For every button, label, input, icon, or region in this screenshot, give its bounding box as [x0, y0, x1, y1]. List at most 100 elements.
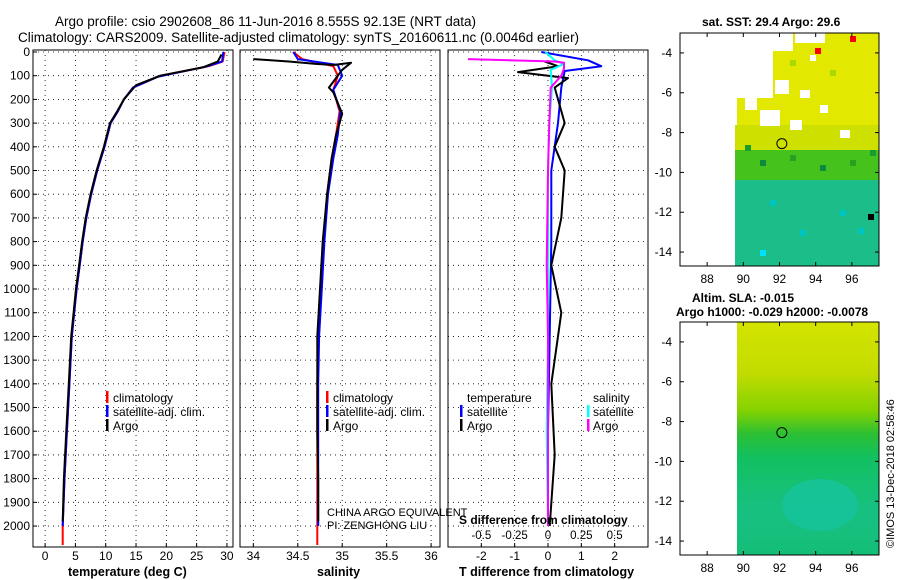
sst-cloud-gap [800, 90, 810, 98]
y-tick-label: 1100 [4, 306, 30, 320]
s-tick-label: 0.25 [570, 530, 592, 542]
sst-pixel [830, 70, 836, 76]
legend-title-salinity: salinity [593, 391, 630, 405]
map-x-tick-label: 94 [809, 272, 823, 286]
legend-label-climatology: climatology [113, 391, 173, 405]
t-difference-axis-label: T difference from climatology [459, 565, 634, 579]
temperature-axis-label: temperature (deg C) [68, 565, 187, 579]
y-tick-label: 600 [10, 187, 30, 201]
y-tick-label: 1800 [3, 472, 30, 486]
map-x-tick-label: 90 [737, 272, 751, 286]
sst-pixel [790, 60, 796, 66]
s-tick-label: 0 [545, 530, 551, 542]
sst-pixel [868, 214, 874, 220]
map-y-tick-label: -14 [655, 245, 673, 259]
map-y-tick-label: -4 [661, 46, 672, 60]
map-y-tick-label: -12 [655, 494, 673, 508]
sla-map: Altim. SLA: -0.015 Argo h1000: -0.029 h2… [655, 291, 880, 575]
sst-field-mid [735, 125, 879, 150]
salinity-axis-label: salinity [317, 565, 360, 579]
argo-position-marker [776, 138, 788, 150]
sst-pixel [858, 228, 864, 234]
legend-label-t-argo: Argo [467, 419, 493, 433]
x-tick-label: 34 [247, 549, 261, 563]
x-tick-label: 2 [611, 549, 618, 563]
sst-pixel [760, 250, 766, 256]
difference-profile-chart: -2 -1 0 1 2 -0.5 -0.25 0 0.25 0.5 S difference f… [447, 49, 649, 579]
temperature-profile-chart: 0100200300400500600700800900100011001200… [3, 45, 234, 579]
sst-cloud-gap [760, 110, 780, 126]
legend-swatch-climatology [326, 391, 329, 403]
y-tick-label: 800 [10, 235, 30, 249]
t-difference-axis: -2 -1 0 1 2 [476, 543, 618, 563]
sla-map-title: Altim. SLA: -0.015 [692, 291, 794, 305]
argo-position-marker [776, 427, 788, 439]
legend-swatch-t-satellite [460, 405, 463, 417]
legend-swatch-satellite [326, 405, 329, 417]
header-line-1: Argo profile: csio 2902608_86 11-Jun-201… [55, 14, 476, 29]
map-y-tick-label: -4 [661, 335, 672, 349]
map-x-tick-label: 90 [737, 561, 751, 575]
header-line-2: Climatology: CARS2009. Satellite-adjuste… [18, 30, 579, 45]
legend-label-s-argo: Argo [593, 419, 619, 433]
x-tick-label: 20 [160, 549, 174, 563]
imos-credit: ©IMOS 13-Dec-2018 02:58:46 [885, 399, 897, 548]
map-y-tick-label: -12 [655, 205, 673, 219]
x-tick-label: 0 [545, 549, 552, 563]
y-tick-label: 1200 [3, 329, 30, 343]
x-tick-label: 35.5 [375, 549, 399, 563]
temperature-axis: 0 5 10 15 20 25 30 [42, 543, 234, 563]
map-x-tick-label: 88 [700, 561, 714, 575]
y-tick-label: 700 [10, 211, 30, 225]
series-line-t-argo [517, 60, 569, 527]
salinity-legend: climatology satellite-adj. clim. Argo [326, 391, 425, 433]
sst-cloud-gap [840, 130, 850, 138]
sst-cloud-gap [775, 80, 789, 94]
x-tick-label: 36 [424, 549, 438, 563]
y-tick-label: 300 [10, 116, 30, 130]
map-x-tick-label: 94 [809, 561, 823, 575]
map-x-tick-label: 92 [773, 272, 787, 286]
legend-swatch-s-satellite [587, 405, 590, 417]
y-tick-label: 400 [10, 140, 30, 154]
sst-pixel [850, 36, 856, 42]
legend-title-temperature: temperature [467, 391, 532, 405]
sst-cloud-gap [810, 55, 816, 61]
sst-pixel [790, 155, 796, 161]
y-tick-label: 1000 [3, 282, 30, 296]
map-y-tick-label: -6 [661, 86, 672, 100]
sst-map-title: sat. SST: 29.4 Argo: 29.6 [702, 15, 841, 29]
legend-label-satellite: satellite-adj. clim. [333, 405, 425, 419]
sst-cloud-gap [790, 120, 802, 130]
s-tick-label: 0.5 [607, 530, 623, 542]
legend-swatch-s-argo [587, 419, 590, 431]
sst-pixel [870, 150, 876, 156]
map-y-tick-label: -10 [655, 454, 673, 468]
sst-cloud-gap [737, 33, 773, 98]
series-line-climatology [292, 51, 341, 545]
legend-swatch-argo [106, 419, 109, 431]
y-tick-label: 200 [10, 92, 30, 106]
y-tick-label: 2000 [3, 519, 30, 533]
temperature-grid [33, 50, 233, 547]
sst-cloud-gap [773, 33, 793, 51]
y-tick-label: 1400 [3, 377, 30, 391]
difference-legend: temperature satellite Argo salinity sate… [460, 391, 634, 433]
temperature-plot-frame [32, 49, 234, 548]
sst-map-axes: 88 90 92 94 96 -4 -6 -8 -10 -12 -14 [655, 33, 879, 286]
sst-field-south [735, 180, 879, 266]
legend-label-argo: Argo [333, 419, 359, 433]
sst-pixel [840, 210, 846, 216]
series-line-s-argo [467, 58, 565, 526]
map-y-tick-label: -14 [655, 534, 673, 548]
sla-map-axes: 88 90 92 94 96 -4 -6 -8 -10 -12 -14 [655, 322, 879, 575]
map-y-tick-label: -6 [661, 375, 672, 389]
sst-pixel [850, 160, 856, 166]
y-tick-label: 1900 [3, 495, 30, 509]
sst-map: sat. SST: 29.4 Argo: 29.6 88 90 92 94 96 -4 -6… [655, 15, 880, 286]
sst-cloud-gap [820, 105, 828, 113]
temperature-series [61, 51, 226, 545]
legend-swatch-t-argo [460, 419, 463, 431]
y-tick-label: 1600 [3, 424, 30, 438]
